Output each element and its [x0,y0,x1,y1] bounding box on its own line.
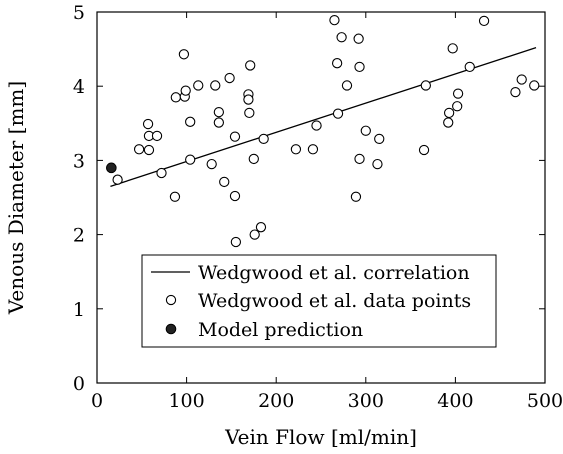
data-point [372,158,383,170]
axes: 0 100 200 300 400 500 0 1 2 3 4 5 [73,2,563,412]
data-point [452,101,463,112]
data-point [243,94,254,105]
data-point [229,131,241,142]
data-point [249,229,260,240]
legend: Wedgwood et al. correlation Wedgwood et … [141,254,497,348]
data-point [360,125,371,136]
plot-frame [96,11,546,384]
data-point [374,133,385,145]
data-point [336,32,347,43]
x-tick-label: 100 [168,390,204,412]
data-point [341,80,353,91]
data-point [178,49,190,60]
data-point [213,117,225,128]
y-tick-label: 2 [73,225,85,247]
y-tick-label: 4 [73,76,85,98]
legend-entry-correlation: Wedgwood et al. correlation [198,262,470,284]
data-point [311,120,322,131]
data-point [244,107,255,119]
data-point [219,176,230,188]
data-point [478,15,490,27]
data-point [156,167,167,179]
data-point [245,60,256,71]
data-point [151,130,163,142]
data-point [447,43,458,54]
data-point [516,74,527,85]
y-tick-label: 1 [73,299,85,321]
y-axis-label: Venous Diameter [mm] [4,81,28,315]
legend-filled-circle-swatch [165,323,177,335]
data-point [133,144,145,155]
x-tick-label: 300 [348,390,384,412]
data-point [332,108,344,119]
legend-box [141,254,497,348]
data-point [452,88,464,99]
model-prediction-point [106,162,117,174]
legend-entry-data-points: Wedgwood et al. data points [198,290,471,312]
x-tick-label: 400 [437,390,473,412]
data-point [210,80,221,91]
x-tick-label: 0 [91,390,103,412]
data-point [443,107,455,119]
legend-entry-model-prediction: Model prediction [198,319,363,341]
data-point [180,85,191,96]
data-point [258,133,269,145]
x-axis-label: Vein Flow [ml/min] [224,425,417,449]
y-tick-label: 0 [73,373,85,395]
data-point [193,80,204,91]
data-point [354,61,365,73]
data-point [307,144,319,155]
data-point [418,144,430,156]
data-point [464,61,475,73]
data-point [420,80,431,91]
data-point [206,158,217,170]
data-point [255,222,267,233]
data-point [224,72,235,84]
data-point [185,154,196,165]
data-point [290,144,302,155]
data-point [354,153,365,165]
data-point [510,86,521,98]
legend-open-circle-swatch [165,294,177,306]
data-point [230,236,242,248]
data-point [329,15,340,26]
data-point [529,80,540,91]
data-point [213,107,225,118]
data-point [353,33,364,44]
data-point [248,153,259,165]
data-point [331,58,343,69]
y-tick-label: 3 [73,150,85,172]
y-tick-label: 5 [73,2,85,24]
data-point [112,174,123,185]
data-point [143,144,155,156]
data-point [350,191,362,202]
x-tick-label: 200 [258,390,294,412]
data-point [185,116,196,127]
data-point [443,117,454,128]
plot-area [106,15,540,248]
data-point [169,191,181,202]
x-tick-label: 500 [527,390,563,412]
correlation-line [110,46,537,187]
data-point [170,92,181,103]
data-point [142,118,154,130]
data-point [229,190,241,202]
